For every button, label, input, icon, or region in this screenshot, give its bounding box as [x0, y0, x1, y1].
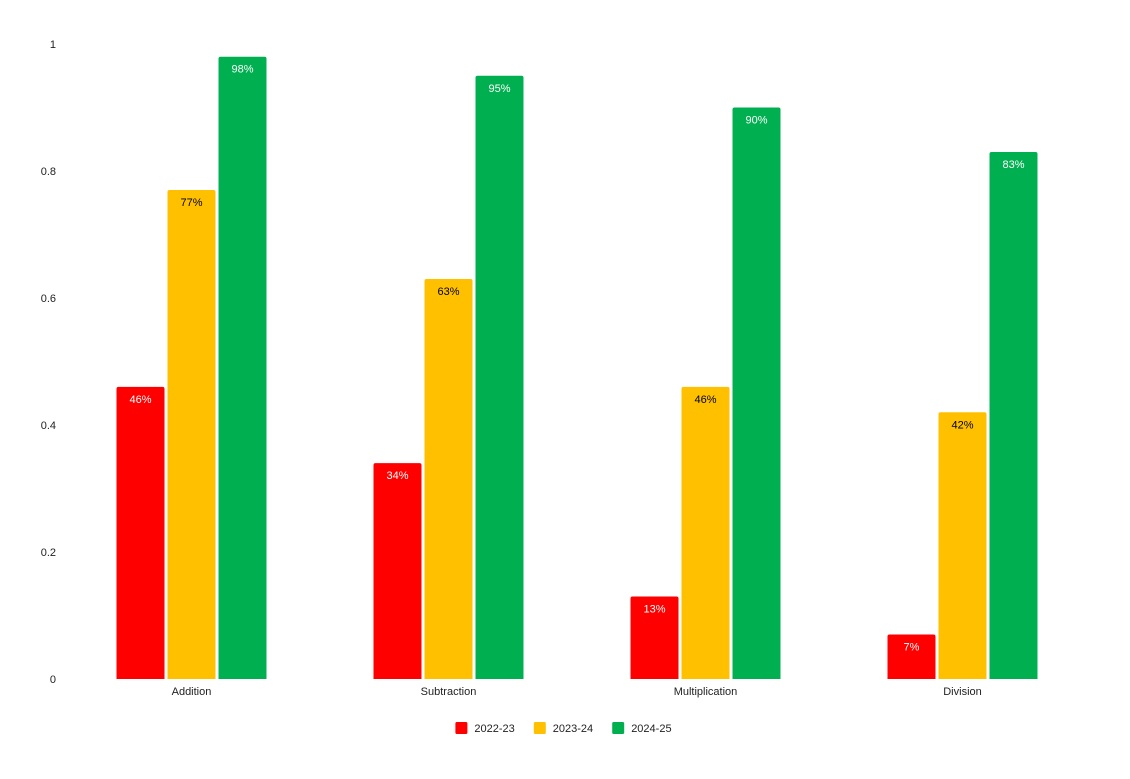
data-label: 63% — [437, 286, 459, 298]
bar-2024-25-addition — [218, 56, 267, 679]
legend-swatch — [455, 722, 468, 734]
bar-2023-24-subtraction — [424, 278, 473, 679]
data-label: 77% — [180, 197, 202, 209]
legend-label: 2024-25 — [631, 723, 671, 735]
legend-label: 2022-23 — [474, 723, 514, 735]
data-label: 98% — [231, 64, 253, 76]
y-tick-label: 0.2 — [41, 547, 56, 559]
bar-2022-23-addition — [116, 386, 165, 679]
bar-2023-24-addition — [167, 190, 216, 680]
bar-2023-24-multiplication — [681, 386, 730, 679]
data-label: 42% — [951, 419, 973, 431]
data-label: 34% — [386, 470, 408, 482]
data-label: 13% — [643, 603, 665, 615]
y-axis-tick-labels: 0 0.2 0.4 0.6 0.8 1 — [41, 39, 56, 686]
y-tick-label: 0.6 — [41, 293, 56, 305]
y-tick-label: 0.8 — [41, 166, 56, 178]
data-label: 7% — [904, 642, 920, 654]
gridlines — [63, 43, 1091, 553]
bar-2022-23-division — [887, 634, 936, 679]
legend-label: 2023-24 — [553, 723, 593, 735]
bar-2023-24-division — [938, 412, 987, 679]
x-tick-label: Addition — [172, 686, 212, 698]
bar-2022-23-subtraction — [373, 463, 422, 679]
data-labels: 46% 77% 98% 34% 63% 95% 13% 46% 90% 7% 42% 83% — [129, 64, 1024, 654]
x-tick-label: Multiplication — [674, 686, 738, 698]
y-tick-label: 1 — [50, 39, 56, 51]
legend-item-2024-25: 2024-25 — [612, 722, 672, 735]
y-tick-label: 0 — [50, 674, 56, 686]
data-label: 95% — [488, 83, 510, 95]
data-label: 90% — [745, 115, 767, 127]
y-tick-label: 0.4 — [41, 420, 56, 432]
bar-2024-25-subtraction — [475, 75, 524, 679]
bar-2022-23-multiplication — [630, 596, 679, 679]
data-label: 46% — [129, 394, 151, 406]
data-label: 46% — [694, 394, 716, 406]
legend-swatch — [533, 722, 546, 734]
x-tick-label: Subtraction — [421, 686, 477, 698]
x-axis-tick-labels: Addition Subtraction Multiplication Divisio… — [172, 686, 982, 698]
bar-2024-25-division — [989, 151, 1038, 679]
legend: 2022-23 2023-24 2024-25 — [455, 722, 672, 735]
x-tick-label: Division — [943, 686, 982, 698]
legend-item-2023-24: 2023-24 — [533, 722, 593, 735]
legend-item-2022-23: 2022-23 — [455, 722, 515, 735]
legend-swatch — [612, 722, 625, 734]
data-label: 83% — [1002, 159, 1024, 171]
bars — [116, 56, 1038, 680]
bar-2024-25-multiplication — [732, 107, 781, 679]
